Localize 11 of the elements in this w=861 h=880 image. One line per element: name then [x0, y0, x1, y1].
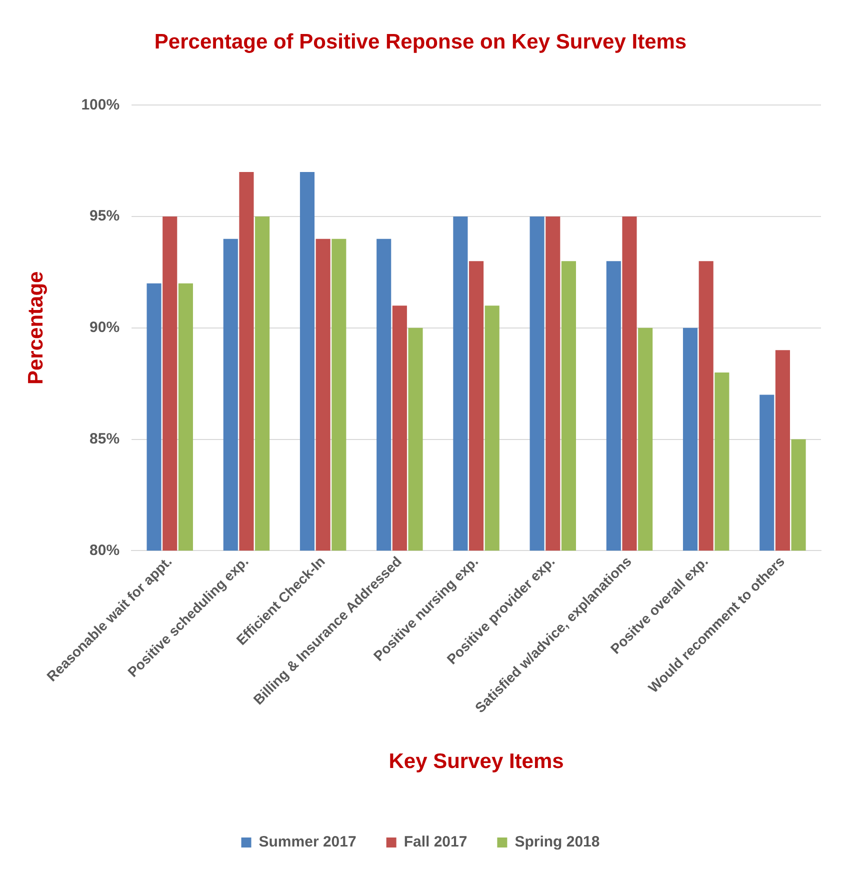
legend-label: Spring 2018 — [514, 834, 600, 851]
y-tick-label: 80% — [90, 542, 120, 559]
legend-label: Fall 2017 — [404, 834, 468, 851]
y-tick-label: 90% — [90, 319, 120, 336]
chart-title: Percentage of Positive Reponse on Key Survey Items — [154, 30, 687, 54]
y-tick-label: 95% — [90, 208, 120, 225]
y-tick-label: 85% — [90, 430, 120, 448]
x-axis-title: Key Survey Items — [388, 750, 564, 774]
y-tick-label: 100% — [81, 96, 120, 114]
legend-label: Summer 2017 — [258, 834, 356, 851]
y-axis-title: Percentage — [24, 271, 48, 385]
